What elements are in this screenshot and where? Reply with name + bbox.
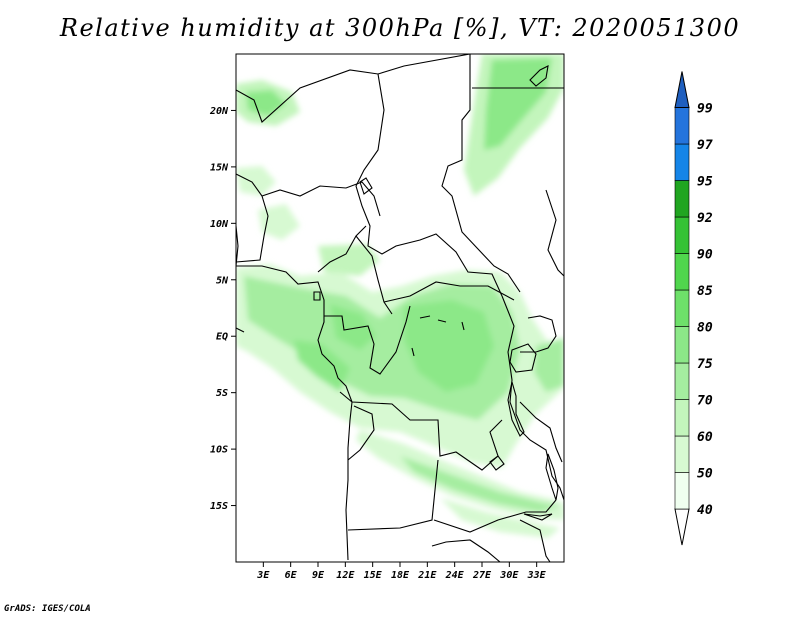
colorbar-segment [674, 107, 690, 145]
border-congo [324, 305, 411, 375]
humidity-band-core-central [404, 300, 494, 392]
border-ethiopia [545, 189, 564, 277]
latitude-axis: 20N 15N 10N 5N EQ 5S 10S 15S [209, 106, 236, 512]
colorbar-segment [674, 399, 690, 437]
colorbar-segment [674, 362, 690, 400]
humidity-patch-northeast-core [484, 58, 552, 150]
humidity-patch-north-central [318, 244, 380, 276]
border-southern [347, 459, 439, 531]
coastline-west [236, 225, 353, 561]
colorbar-label: 40 [697, 503, 713, 518]
colorbar-segment [674, 435, 690, 473]
lake-chad [359, 177, 373, 195]
lat-tick-label: 5N [216, 275, 229, 286]
coastline-gulf-guinea [236, 327, 245, 333]
border-libya-egypt [441, 54, 521, 293]
country-borders [236, 54, 564, 562]
lat-tick-label: 10S [210, 445, 228, 456]
island-bioko [313, 291, 321, 301]
border-car-drc [383, 281, 515, 303]
lon-tick-label: 9E [312, 570, 325, 581]
border-north-africa [236, 54, 471, 123]
lake-bangweulu [489, 455, 505, 471]
humidity-streak-south-core [400, 456, 560, 512]
colorbar-lower-arrow [674, 508, 690, 546]
colorbar-segment [674, 253, 690, 291]
colorbar-upper-arrow [674, 71, 690, 108]
border-cameroon-car [355, 235, 393, 315]
colorbar-label: 90 [697, 248, 713, 263]
lon-tick-label: 33E [527, 570, 547, 581]
humidity-patch-west-1 [236, 166, 276, 196]
humidity-patch-east [534, 338, 564, 392]
lat-tick-label: 5S [216, 388, 228, 399]
border-mali-burkina [236, 173, 269, 263]
colorbar-label: 99 [697, 102, 713, 117]
lon-tick-label: 15E [364, 570, 383, 581]
lon-tick-label: 24E [445, 570, 465, 581]
lat-tick-label: 10N [210, 219, 229, 230]
colorbar-label: 60 [697, 430, 713, 445]
lake-tanganyika [507, 381, 525, 437]
humidity-patch-west-2 [258, 204, 300, 240]
border-tanzania [519, 401, 563, 463]
colorbar-segment [674, 143, 690, 181]
colorbar-label: 50 [697, 467, 713, 482]
border-zambia-zimbabwe [433, 499, 557, 533]
lon-tick-label: 18E [391, 570, 410, 581]
lon-tick-label: 12E [336, 570, 355, 581]
lon-tick-label: 6E [285, 570, 298, 581]
colorbar-label: 80 [697, 321, 713, 336]
colorbar-label: 85 [697, 284, 713, 299]
lat-tick-label: EQ [216, 332, 228, 343]
lat-tick-label: 15N [210, 162, 229, 173]
colorbar-label: 70 [697, 394, 713, 409]
humidity-streak-south-2 [440, 498, 560, 538]
lake-malawi [545, 453, 559, 501]
border-east-africa [501, 295, 564, 501]
colorbar-label: 92 [697, 211, 713, 226]
lake-mweru [523, 513, 553, 521]
border-botswana [431, 539, 501, 562]
chart-title: Relative humidity at 300hPa [%], VT: 202… [59, 14, 741, 42]
rivers-central [411, 315, 465, 357]
longitude-axis: 3E 6E 9E 12E 15E 18E 21E 24E 27E 30E 33E [256, 562, 547, 581]
colorbar-segment [674, 326, 690, 364]
lon-tick-label: 30E [499, 570, 519, 581]
grads-credit: GrADS: IGES/COLA [4, 604, 91, 614]
lat-tick-label: 15S [210, 501, 228, 512]
lon-tick-label: 21E [417, 570, 437, 581]
colorbar-segment [674, 472, 690, 510]
border-uganda-kenya [520, 315, 557, 353]
colorbar-label: 95 [697, 175, 713, 190]
border-chad-niger [355, 73, 503, 297]
lon-tick-label: 3E [256, 570, 270, 581]
border-angola-namibia [347, 405, 375, 461]
border-drc-angola [339, 391, 503, 471]
colorbar-segment [674, 216, 690, 254]
lake-victoria [509, 343, 537, 373]
border-nigeria-cameroon [317, 225, 367, 273]
lat-tick-label: 20N [209, 106, 229, 117]
colorbar-label: 97 [697, 138, 713, 153]
border-niger-nigeria [261, 181, 381, 217]
nile-red-sea [529, 65, 549, 87]
colorbar-label: 75 [697, 357, 713, 372]
lon-tick-label: 27E [472, 570, 492, 581]
colorbar-segment [674, 180, 690, 218]
colorbar: 40 50 60 70 75 80 85 90 92 95 97 99 [674, 71, 713, 546]
humidity-band-core-west [294, 340, 350, 392]
colorbar-segment [674, 289, 690, 327]
humidity-shading [236, 54, 564, 538]
border-mozambique [519, 519, 551, 562]
